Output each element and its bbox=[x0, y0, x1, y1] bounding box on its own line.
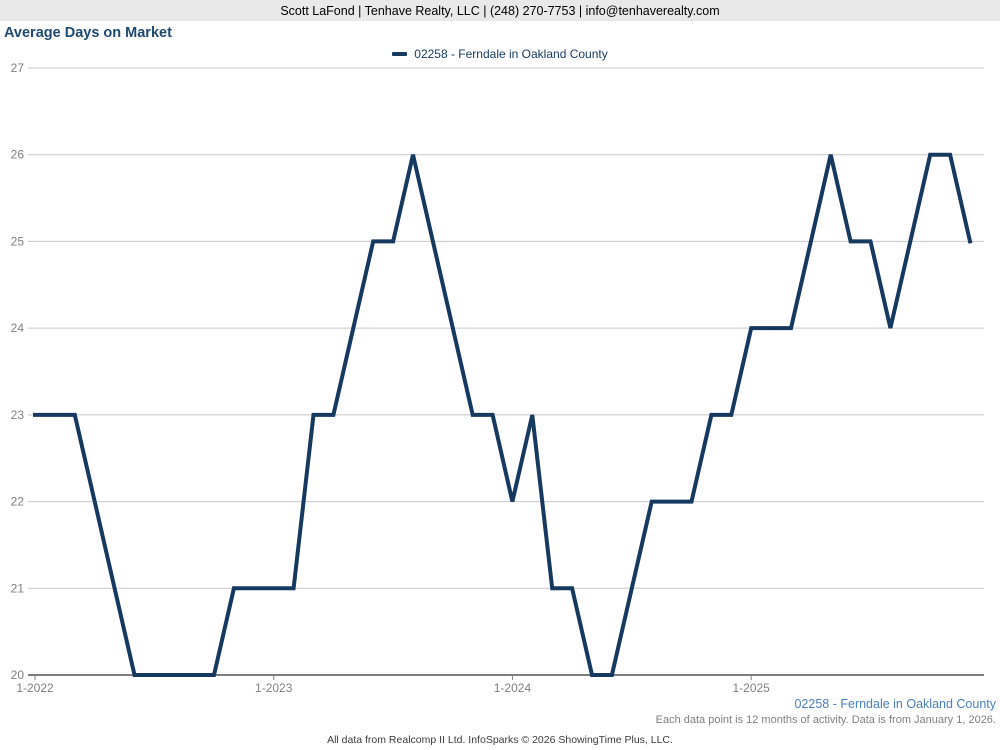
svg-text:1-2023: 1-2023 bbox=[255, 681, 293, 695]
chart-title: Average Days on Market bbox=[4, 25, 172, 41]
footer-series-label: 02258 - Ferndale in Oakland County bbox=[794, 697, 996, 711]
legend-label: 02258 - Ferndale in Oakland County bbox=[414, 47, 608, 61]
footer-attribution: All data from Realcomp II Ltd. InfoSpark… bbox=[327, 734, 673, 746]
svg-text:23: 23 bbox=[11, 408, 25, 422]
footer-note: Each data point is 12 months of activity… bbox=[655, 714, 996, 726]
svg-text:21: 21 bbox=[11, 581, 25, 595]
legend-line-swatch bbox=[392, 52, 408, 56]
svg-text:25: 25 bbox=[11, 234, 25, 248]
svg-text:22: 22 bbox=[11, 495, 25, 509]
svg-text:24: 24 bbox=[11, 321, 25, 335]
svg-text:1-2024: 1-2024 bbox=[494, 681, 532, 695]
svg-text:1-2022: 1-2022 bbox=[16, 681, 54, 695]
chart-legend: 02258 - Ferndale in Oakland County bbox=[0, 46, 1000, 62]
svg-text:20: 20 bbox=[11, 668, 25, 682]
contact-info: Scott LaFond | Tenhave Realty, LLC | (24… bbox=[280, 3, 720, 18]
svg-text:27: 27 bbox=[11, 61, 25, 75]
header-bar: Scott LaFond | Tenhave Realty, LLC | (24… bbox=[0, 0, 1000, 21]
svg-text:26: 26 bbox=[11, 148, 25, 162]
svg-text:1-2025: 1-2025 bbox=[732, 681, 770, 695]
